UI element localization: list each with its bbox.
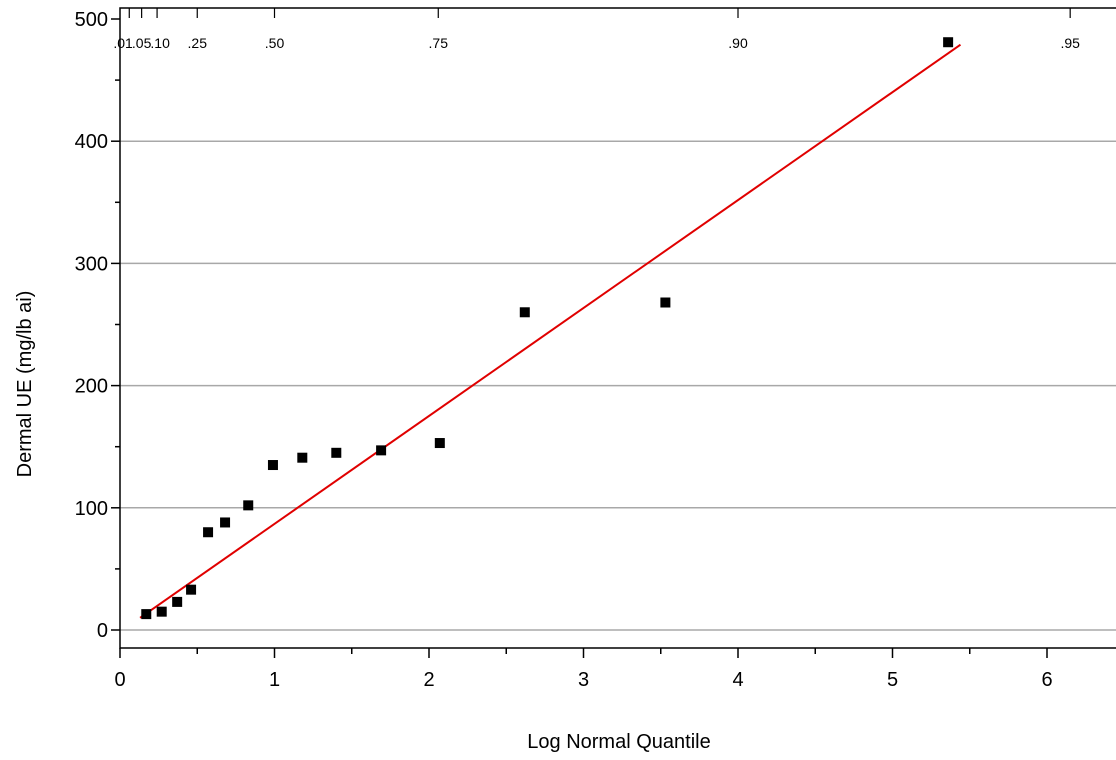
data-point: [220, 517, 231, 528]
prob-tick-label: .50: [265, 35, 285, 51]
grid-lines: [120, 140, 1116, 631]
prob-tick-label: .01: [113, 35, 133, 51]
x-tick-label: 0: [114, 669, 125, 691]
x-tick-label: 6: [1041, 669, 1052, 691]
data-point: [943, 37, 954, 48]
x-axis-label: Log Normal Quantile: [527, 731, 710, 753]
data-point: [267, 460, 278, 471]
prob-tick-label: .75: [429, 35, 449, 51]
data-point: [243, 500, 254, 511]
plot-frame: [119, 7, 1116, 649]
prob-tick-label: .10: [150, 35, 170, 51]
x-tick-label: 5: [887, 669, 898, 691]
x-axis: 0 1 2 3 4 5 6: [114, 648, 1053, 691]
data-points: [141, 37, 954, 620]
y-tick-label: 300: [75, 253, 108, 275]
y-tick-label: 100: [75, 498, 108, 520]
data-point: [376, 445, 387, 456]
prob-tick-label: .05: [132, 35, 152, 51]
x-tick-label: 1: [269, 669, 280, 691]
data-point: [297, 452, 308, 463]
data-point: [186, 584, 197, 595]
data-point: [172, 596, 183, 607]
x-tick-label: 4: [732, 669, 743, 691]
data-point: [660, 297, 671, 308]
y-axis: 0 100 200 300 400 500: [75, 9, 120, 642]
prob-tick-label: .25: [188, 35, 208, 51]
data-point: [434, 438, 445, 449]
probability-axis: .01.05.10 .25 .50 .75 .90 .95: [113, 8, 1080, 51]
y-tick-label: 200: [75, 376, 108, 398]
data-point: [331, 447, 342, 458]
y-axis-label: Dermal UE (mg/lb ai): [14, 291, 36, 478]
fit-line-group: [139, 43, 962, 619]
prob-tick-label: .95: [1060, 35, 1080, 51]
prob-tick-label: .90: [728, 35, 748, 51]
fit-line: [139, 43, 962, 619]
y-tick-label: 400: [75, 131, 108, 153]
data-point: [156, 606, 167, 617]
y-tick-label: 500: [75, 9, 108, 31]
x-tick-label: 2: [423, 669, 434, 691]
y-tick-label: 0: [97, 620, 108, 642]
data-point: [203, 527, 214, 538]
data-point: [141, 609, 152, 620]
data-point: [519, 307, 530, 318]
x-tick-label: 3: [578, 669, 589, 691]
